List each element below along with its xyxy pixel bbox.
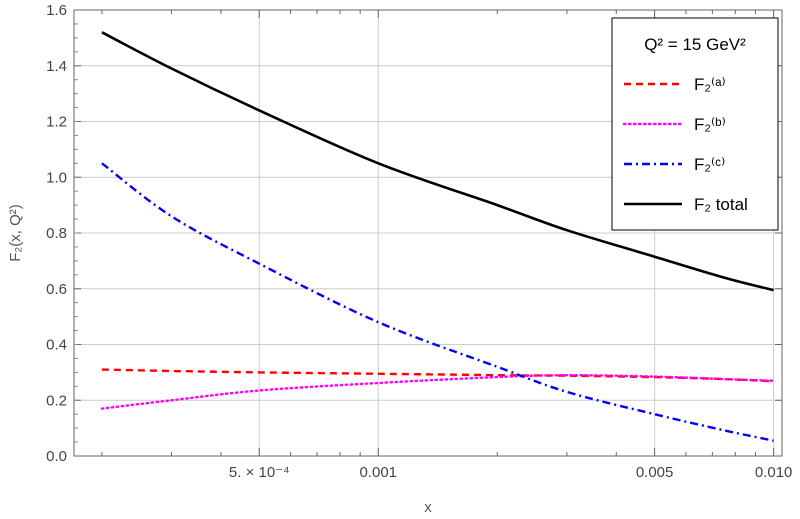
y-tick-label: 1.6 <box>46 2 67 19</box>
y-tick-label: 0.4 <box>46 337 67 354</box>
x-axis-ticks: 5. × 10⁻⁴ 0.001 0.005 0.010 <box>101 10 793 481</box>
legend-items: F₂⁽ᵃ⁾ F₂⁽ᵇ⁾ F₂⁽ᶜ⁾ F₂ total <box>622 75 748 214</box>
legend-label-f2-total: F₂ total <box>694 195 748 214</box>
y-tick-label: 0.0 <box>46 448 67 465</box>
x-axis-label: x <box>424 499 432 516</box>
y-tick-label: 1.2 <box>46 114 67 131</box>
x-tick-label: 0.005 <box>636 464 674 481</box>
x-tick-label: 5. × 10⁻⁴ <box>229 464 290 481</box>
legend-title: Q² = 15 GeV² <box>644 35 746 54</box>
legend-label-f2-c: F₂⁽ᶜ⁾ <box>694 155 725 174</box>
x-tick-label: 0.010 <box>755 464 793 481</box>
y-axis-label: F₂(x, Q²) <box>7 204 24 261</box>
legend-label-f2-a: F₂⁽ᵃ⁾ <box>694 75 726 94</box>
y-tick-label: 0.8 <box>46 225 67 242</box>
series-line-f2-b <box>100 373 775 410</box>
series-line-f2-c <box>101 162 774 442</box>
y-tick-label: 1.0 <box>46 169 67 186</box>
y-tick-label: 0.2 <box>46 392 67 409</box>
legend: Q² = 15 GeV² F₂⁽ᵃ⁾ F₂⁽ᵇ⁾ F₂⁽ᶜ⁾ F₂ total <box>611 17 779 231</box>
x-tick-label: 0.001 <box>359 464 397 481</box>
series-group <box>100 31 775 442</box>
y-tick-label: 0.6 <box>46 281 67 298</box>
legend-label-f2-b: F₂⁽ᵇ⁾ <box>694 115 726 134</box>
y-tick-label: 1.4 <box>46 58 67 75</box>
series-line-f2-total <box>101 31 774 292</box>
y-axis-ticks: 0.0 0.2 0.4 0.6 0.8 1.0 1.2 1.4 1.6 <box>46 2 782 465</box>
